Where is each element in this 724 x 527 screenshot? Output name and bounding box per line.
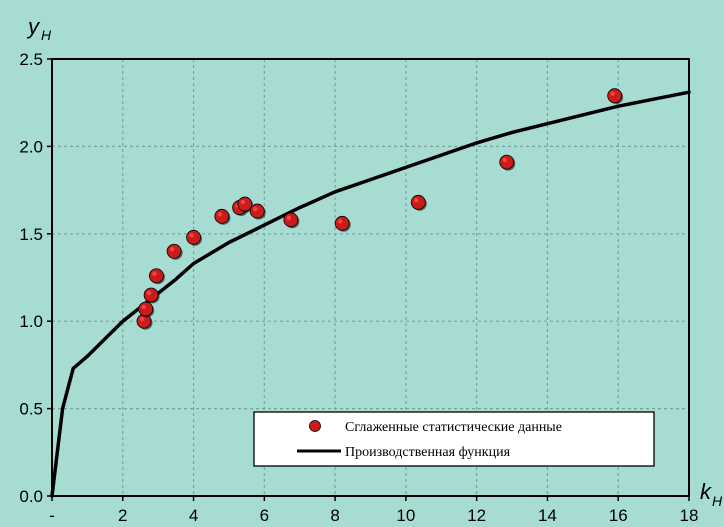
data-point-1 [138, 301, 155, 318]
y-axis-subscript: Н [41, 27, 52, 43]
y-tick-label-2: 1.0 [19, 312, 43, 331]
data-point-marker [237, 196, 253, 212]
x-tick-label-7: 14 [538, 506, 557, 525]
data-point-marker [334, 215, 350, 231]
tick-labels: 0.0 0.5 1.0 1.5 2.0 2.5 - 2 4 6 8 10 12 14 16 18 [19, 50, 698, 525]
data-point-4 [166, 243, 183, 260]
x-axis-symbol: k [700, 479, 712, 504]
legend: Сглаженные статистические данные Произво… [253, 411, 655, 467]
production-function-layer [50, 90, 691, 498]
data-point-highlight [240, 199, 246, 205]
x-tick-label-2: 4 [189, 506, 198, 525]
y-axis-title: y Н [26, 14, 52, 43]
data-point-highlight [286, 215, 292, 221]
data-point-marker [249, 203, 265, 219]
data-point-marker [499, 154, 515, 170]
data-point-3 [148, 268, 165, 285]
legend-box [253, 411, 655, 467]
plot-frame [51, 58, 690, 497]
data-point-8 [237, 196, 254, 213]
data-point-highlight [217, 212, 223, 217]
data-point-14 [607, 88, 624, 105]
grid-lines [52, 59, 689, 496]
y-tick-label-5: 2.5 [19, 50, 43, 69]
x-tick-label-1: 2 [118, 506, 127, 525]
data-point-highlight [146, 290, 152, 296]
data-point-13 [499, 154, 516, 171]
y-tick-label-1: 0.5 [19, 400, 43, 419]
data-point-2 [143, 287, 160, 304]
data-point-highlight [337, 219, 343, 224]
legend-label-scatter: Сглаженные статистические данные [345, 420, 562, 435]
data-point-marker [607, 88, 623, 104]
data-point-marker [283, 212, 299, 228]
production-function-line [50, 90, 691, 498]
x-tick-label-8: 16 [609, 506, 628, 525]
data-point-highlight [139, 317, 145, 322]
data-point-marker [166, 243, 182, 259]
x-tick-label-0: - [49, 506, 55, 525]
data-point-marker [138, 301, 154, 317]
y-tick-label-4: 2.0 [19, 137, 43, 156]
y-tick-label-0: 0.0 [19, 487, 43, 506]
data-point-marker [143, 287, 159, 303]
data-point-0 [136, 313, 153, 330]
data-point-5 [186, 229, 203, 246]
data-point-10 [283, 212, 300, 229]
legend-marker-icon [309, 420, 321, 432]
data-point-highlight [169, 247, 175, 252]
data-point-highlight [141, 304, 146, 310]
x-axis-title: k Н [700, 479, 723, 509]
data-points-layer [136, 88, 624, 330]
legend-label-line: Производственная функция [345, 445, 511, 460]
x-tick-label-4: 8 [330, 506, 339, 525]
data-point-highlight [610, 91, 615, 96]
x-tick-label-5: 10 [396, 506, 415, 525]
data-point-9 [249, 203, 266, 220]
data-point-marker [410, 194, 426, 210]
data-point-11 [334, 215, 351, 232]
y-tick-label-3: 1.5 [19, 225, 43, 244]
data-point-highlight [414, 198, 419, 203]
data-point-highlight [152, 271, 157, 276]
data-point-highlight [189, 233, 194, 238]
x-tick-label-9: 18 [680, 506, 699, 525]
data-point-marker [186, 229, 201, 245]
x-axis-subscript: Н [712, 493, 723, 509]
data-point-12 [410, 194, 427, 211]
x-tick-label-3: 6 [260, 506, 269, 525]
data-point-marker [148, 268, 164, 284]
data-point-highlight [253, 206, 258, 212]
data-point-highlight [502, 157, 507, 163]
x-tick-label-6: 12 [467, 506, 486, 525]
data-point-6 [214, 208, 231, 225]
data-point-marker [214, 208, 230, 224]
y-axis-symbol: y [26, 14, 41, 39]
